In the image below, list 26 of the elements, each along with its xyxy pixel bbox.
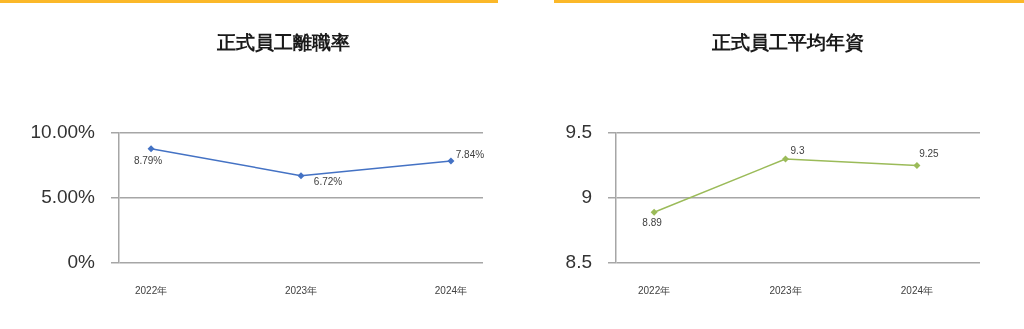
point [297, 172, 305, 180]
y-tick-label: 0% [67, 251, 96, 273]
y-tick-label: 10.00% [30, 121, 96, 143]
x-tick-label: 2022年 [637, 284, 671, 296]
data-label: 7.84% [455, 148, 485, 160]
data-label: 9.3 [790, 144, 805, 156]
data-label: 6.72% [313, 176, 343, 188]
chart-title: 正式員工平均年資 [711, 30, 865, 55]
point [147, 145, 155, 153]
x-tick-label: 2023年 [769, 284, 802, 296]
x-tick-label: 2022年 [134, 284, 168, 296]
y-tick-label: 9.5 [565, 121, 592, 143]
point [782, 155, 790, 163]
x-tick-label: 2024年 [900, 284, 934, 296]
y-tick-label: 8.5 [565, 251, 592, 273]
chart-title: 正式員工離職率 [215, 30, 351, 55]
data-label: 8.89 [642, 217, 663, 229]
y-tick-label: 5.00% [41, 186, 96, 208]
data-label: 9.25 [919, 148, 940, 160]
y-tick-label: 9 [581, 186, 592, 208]
point [447, 157, 455, 165]
x-tick-label: 2023年 [284, 284, 318, 296]
point [913, 162, 921, 169]
point [650, 208, 658, 216]
data-label: 8.79% [133, 155, 163, 167]
x-tick-label: 2024年 [434, 284, 468, 296]
